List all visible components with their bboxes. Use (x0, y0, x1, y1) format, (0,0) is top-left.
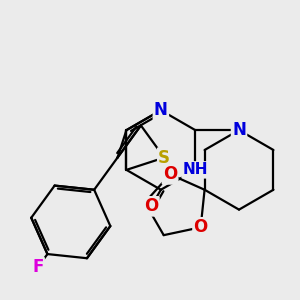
Text: N: N (232, 121, 246, 139)
Text: S: S (158, 148, 170, 166)
Text: O: O (144, 197, 158, 215)
Text: N: N (154, 101, 168, 119)
Text: NH: NH (182, 162, 208, 177)
Text: O: O (163, 165, 177, 183)
Text: F: F (32, 258, 44, 276)
Text: O: O (194, 218, 208, 236)
